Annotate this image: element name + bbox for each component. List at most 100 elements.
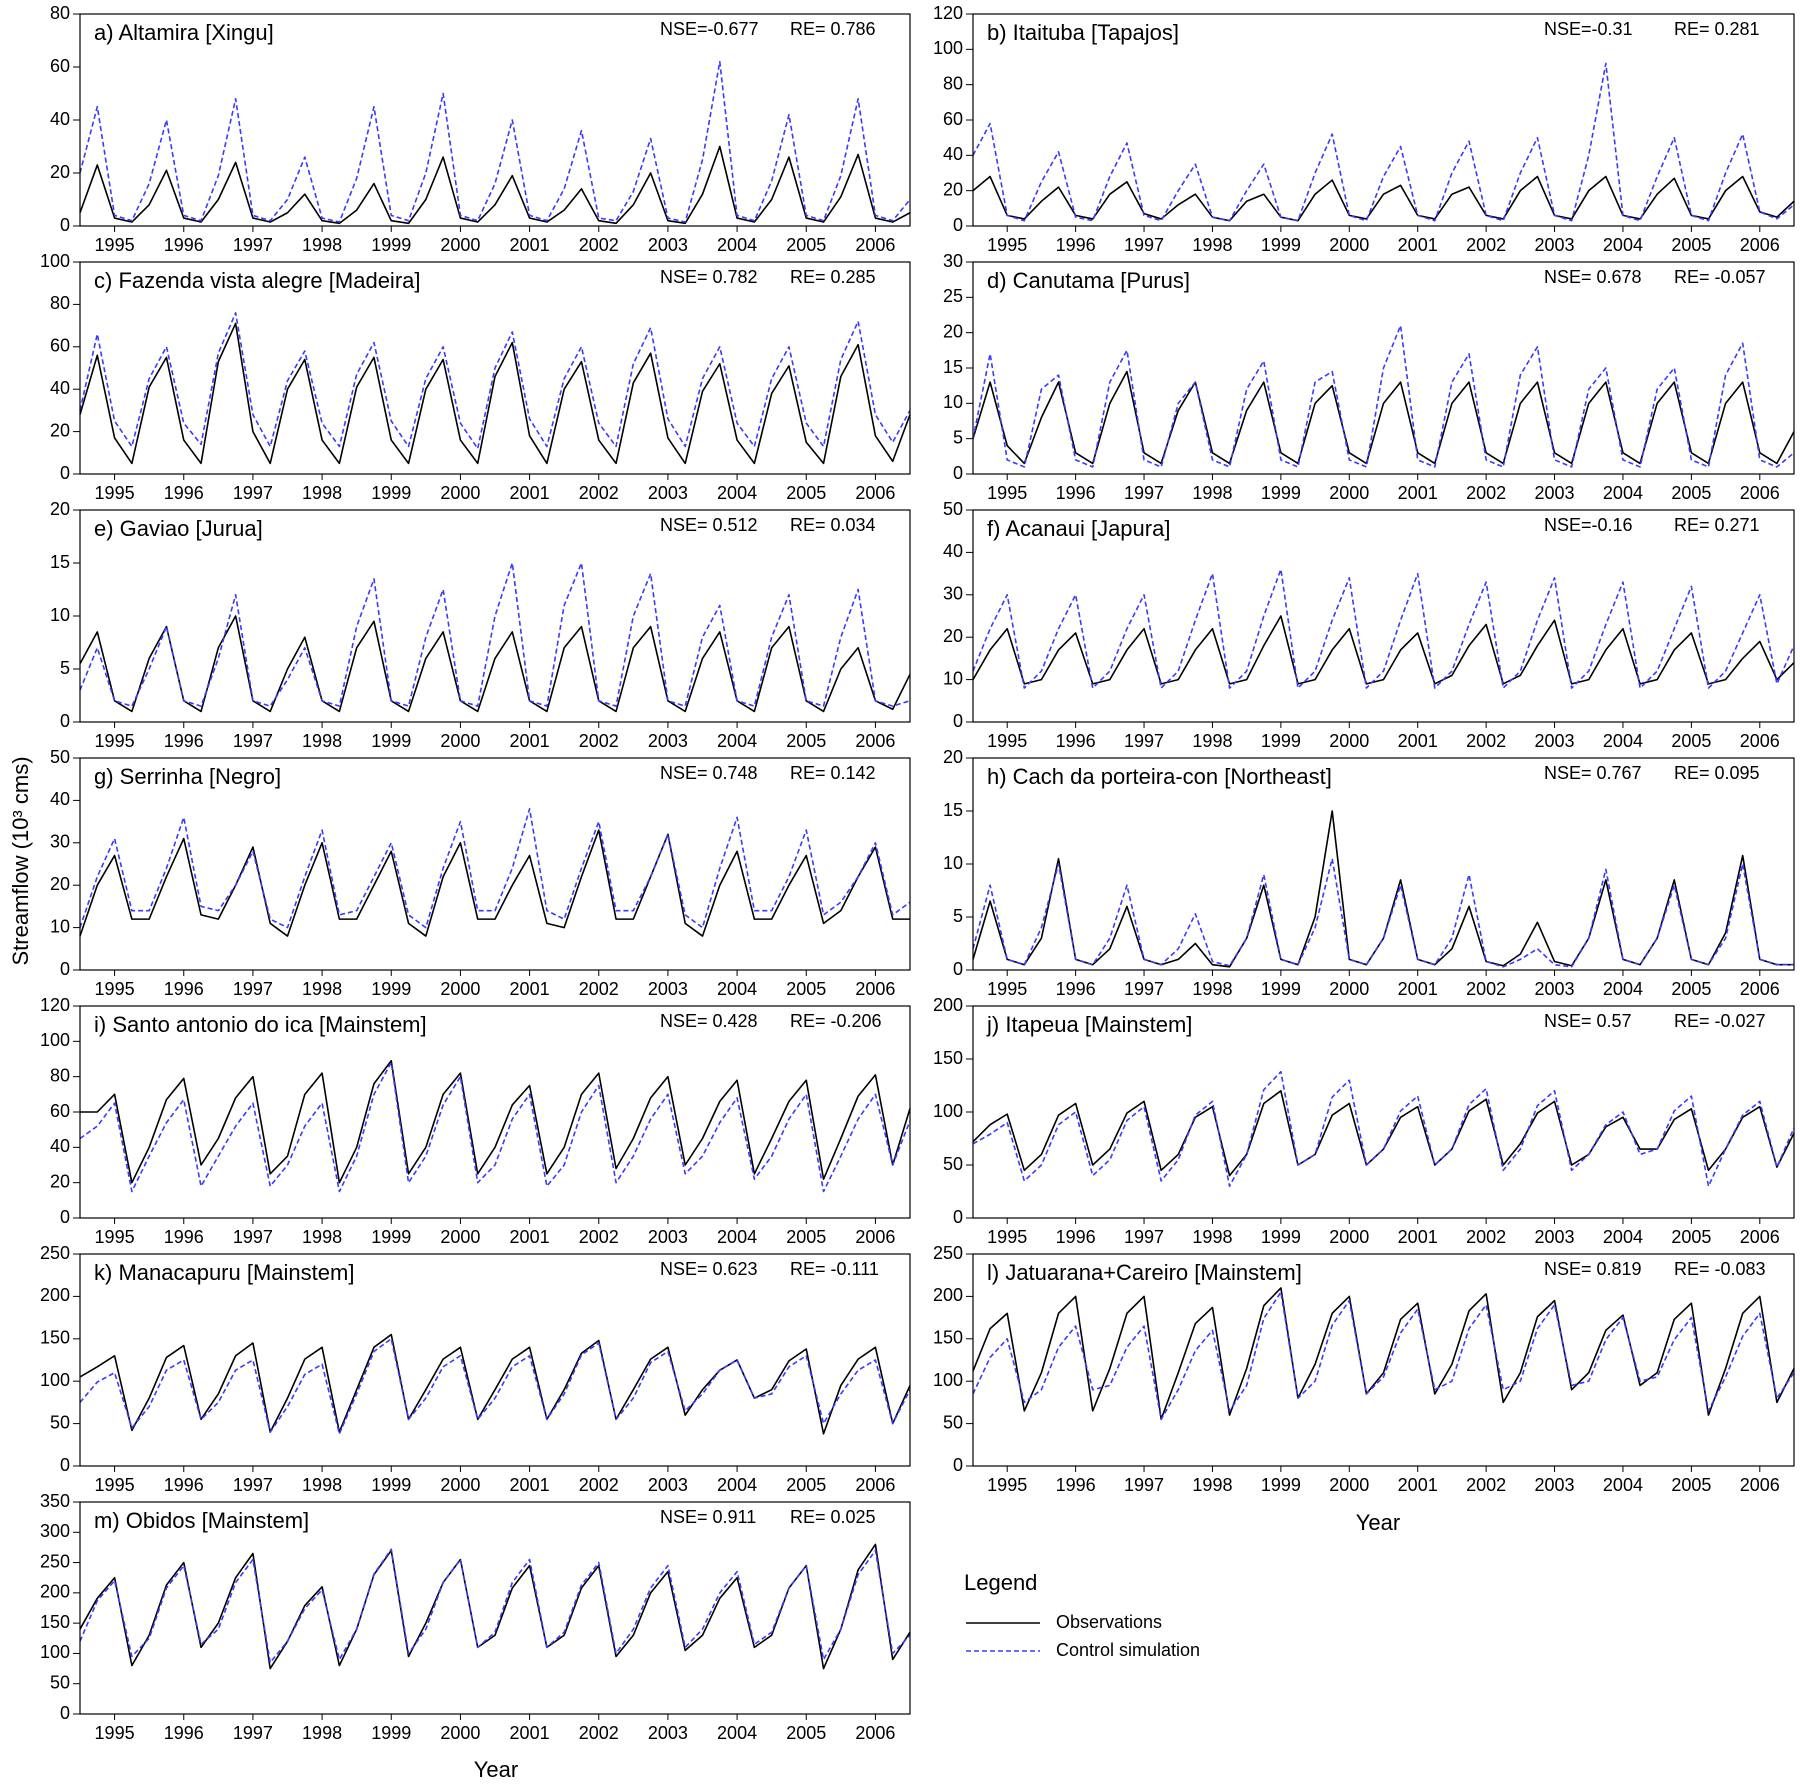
x-tick-label: 2000 — [1329, 235, 1369, 255]
y-tick-label: 0 — [60, 711, 70, 731]
y-tick-label: 0 — [953, 463, 963, 483]
y-tick-label: 20 — [943, 321, 963, 341]
x-tick-label: 2006 — [1740, 731, 1780, 751]
x-tick-label: 2000 — [440, 979, 480, 999]
annotation: NSE=-0.16 — [1544, 515, 1633, 535]
plot-frame — [79, 1501, 911, 1715]
annotation: NSE=-0.677 — [660, 19, 759, 39]
x-tick-label: 2006 — [855, 235, 895, 255]
plot-area — [973, 510, 1794, 722]
x-tick-label: 1997 — [233, 1227, 273, 1247]
plot-frame — [972, 1253, 1795, 1467]
y-tick-label: 150 — [933, 1048, 963, 1068]
x-tick-label: 1995 — [95, 1723, 135, 1743]
y-tick-label: 80 — [50, 293, 70, 313]
annotation: RE= 0.285 — [790, 267, 876, 287]
x-tick-label: 1998 — [302, 235, 342, 255]
x-tick-label: 2003 — [1535, 1227, 1575, 1247]
y-tick-label: 200 — [40, 1285, 70, 1305]
x-tick-label: 1995 — [95, 483, 135, 503]
series-line — [79, 1333, 911, 1435]
x-tick-label: 2000 — [1329, 1227, 1369, 1247]
x-tick-label: 2004 — [717, 235, 757, 255]
y-tick-label: 0 — [60, 463, 70, 483]
x-tick-label: 1999 — [371, 483, 411, 503]
series-line — [972, 62, 1795, 222]
x-tick-label: 2002 — [579, 235, 619, 255]
x-tick-label: 1997 — [1124, 1475, 1164, 1495]
x-tick-label: 2004 — [1603, 979, 1643, 999]
x-tick-label: 1998 — [1192, 1475, 1232, 1495]
x-tick-label: 1998 — [302, 1723, 342, 1743]
y-tick-label: 80 — [50, 1065, 70, 1085]
series-line — [972, 857, 1794, 968]
y-tick-label: 250 — [40, 1243, 70, 1263]
x-tick-label: 2000 — [440, 483, 480, 503]
annotation: RE= 0.034 — [790, 515, 876, 535]
x-tick-label: 2005 — [786, 1227, 826, 1247]
x-tick-label: 2001 — [1398, 235, 1438, 255]
x-tick-label: 2000 — [1329, 731, 1369, 751]
y-tick-label: 15 — [943, 357, 963, 377]
plot-frame — [972, 13, 1795, 227]
panel-title: d) Canutama [Purus] — [987, 268, 1190, 293]
x-tick-label: 1999 — [1261, 235, 1301, 255]
y-tick-label: 50 — [943, 1154, 963, 1174]
panel: 0 5 10 15 20 1995 1996 1997 1998 1999 2000 2001 2002… — [943, 747, 1795, 999]
x-tick-label: 2000 — [440, 235, 480, 255]
x-tick-label: 1999 — [371, 1227, 411, 1247]
annotation: RE= -0.027 — [1674, 1011, 1766, 1031]
y-tick-label: 80 — [943, 73, 963, 93]
y-tick-label: 10 — [943, 853, 963, 873]
x-tick-label: 1995 — [987, 731, 1027, 751]
x-tick-label: 1999 — [371, 235, 411, 255]
y-tick-label: 0 — [953, 711, 963, 731]
x-tick-label: 2001 — [510, 1227, 550, 1247]
annotation: RE= -0.206 — [790, 1011, 882, 1031]
x-tick-label: 2001 — [510, 1475, 550, 1495]
x-tick-label: 2005 — [786, 483, 826, 503]
y-tick-label: 25 — [943, 286, 963, 306]
panel-title: b) Itaituba [Tapajos] — [987, 20, 1179, 45]
x-tick-label: 2004 — [717, 1475, 757, 1495]
plot-area — [973, 1254, 1794, 1466]
panel-title: f) Acanaui [Japura] — [987, 516, 1170, 541]
y-tick-label: 120 — [933, 3, 963, 23]
y-tick-label: 100 — [40, 1370, 70, 1390]
x-tick-label: 2002 — [579, 1723, 619, 1743]
y-tick-label: 20 — [50, 874, 70, 894]
y-tick-label: 50 — [943, 499, 963, 519]
x-tick-label: 2001 — [510, 979, 550, 999]
y-tick-label: 50 — [50, 747, 70, 767]
x-tick-label: 2003 — [648, 483, 688, 503]
y-tick-label: 60 — [50, 336, 70, 356]
series-line — [79, 808, 911, 929]
x-tick-label: 2002 — [1466, 483, 1506, 503]
series-line — [972, 1287, 1795, 1421]
panel-title: h) Cach da porteira-con [Northeast] — [987, 764, 1332, 789]
x-tick-label: 2003 — [1535, 235, 1575, 255]
panel: 0 20 40 60 80 100 120 1995 1996 1997 1998 1999 2000 2… — [40, 995, 911, 1247]
x-tick-label: 2002 — [1466, 979, 1506, 999]
x-tick-label: 2003 — [648, 1723, 688, 1743]
series-line — [79, 1061, 911, 1193]
y-tick-label: 200 — [933, 1285, 963, 1305]
y-tick-label: 40 — [943, 541, 963, 561]
panel: 0 5 10 15 20 25 30 1995 1996 1997 1998 1999 2000 2001… — [943, 251, 1795, 503]
x-tick-label: 1998 — [302, 731, 342, 751]
x-tick-label: 1996 — [1056, 235, 1096, 255]
x-tick-label: 1995 — [95, 979, 135, 999]
y-tick-label: 60 — [50, 1101, 70, 1121]
panel: 0 20 40 60 80 1995 1996 1997 1998 1999 2000 2001 200… — [50, 3, 911, 255]
y-tick-label: 0 — [953, 1455, 963, 1475]
x-tick-label: 2005 — [1671, 1227, 1711, 1247]
x-tick-label: 2003 — [1535, 483, 1575, 503]
y-tick-label: 150 — [933, 1328, 963, 1348]
plot-frame — [79, 1253, 911, 1467]
y-tick-label: 20 — [943, 626, 963, 646]
x-tick-label: 2002 — [579, 731, 619, 751]
x-tick-label: 1997 — [233, 731, 273, 751]
x-tick-label: 1997 — [1124, 1227, 1164, 1247]
x-tick-label: 2006 — [855, 1723, 895, 1743]
x-tick-label: 2003 — [648, 979, 688, 999]
